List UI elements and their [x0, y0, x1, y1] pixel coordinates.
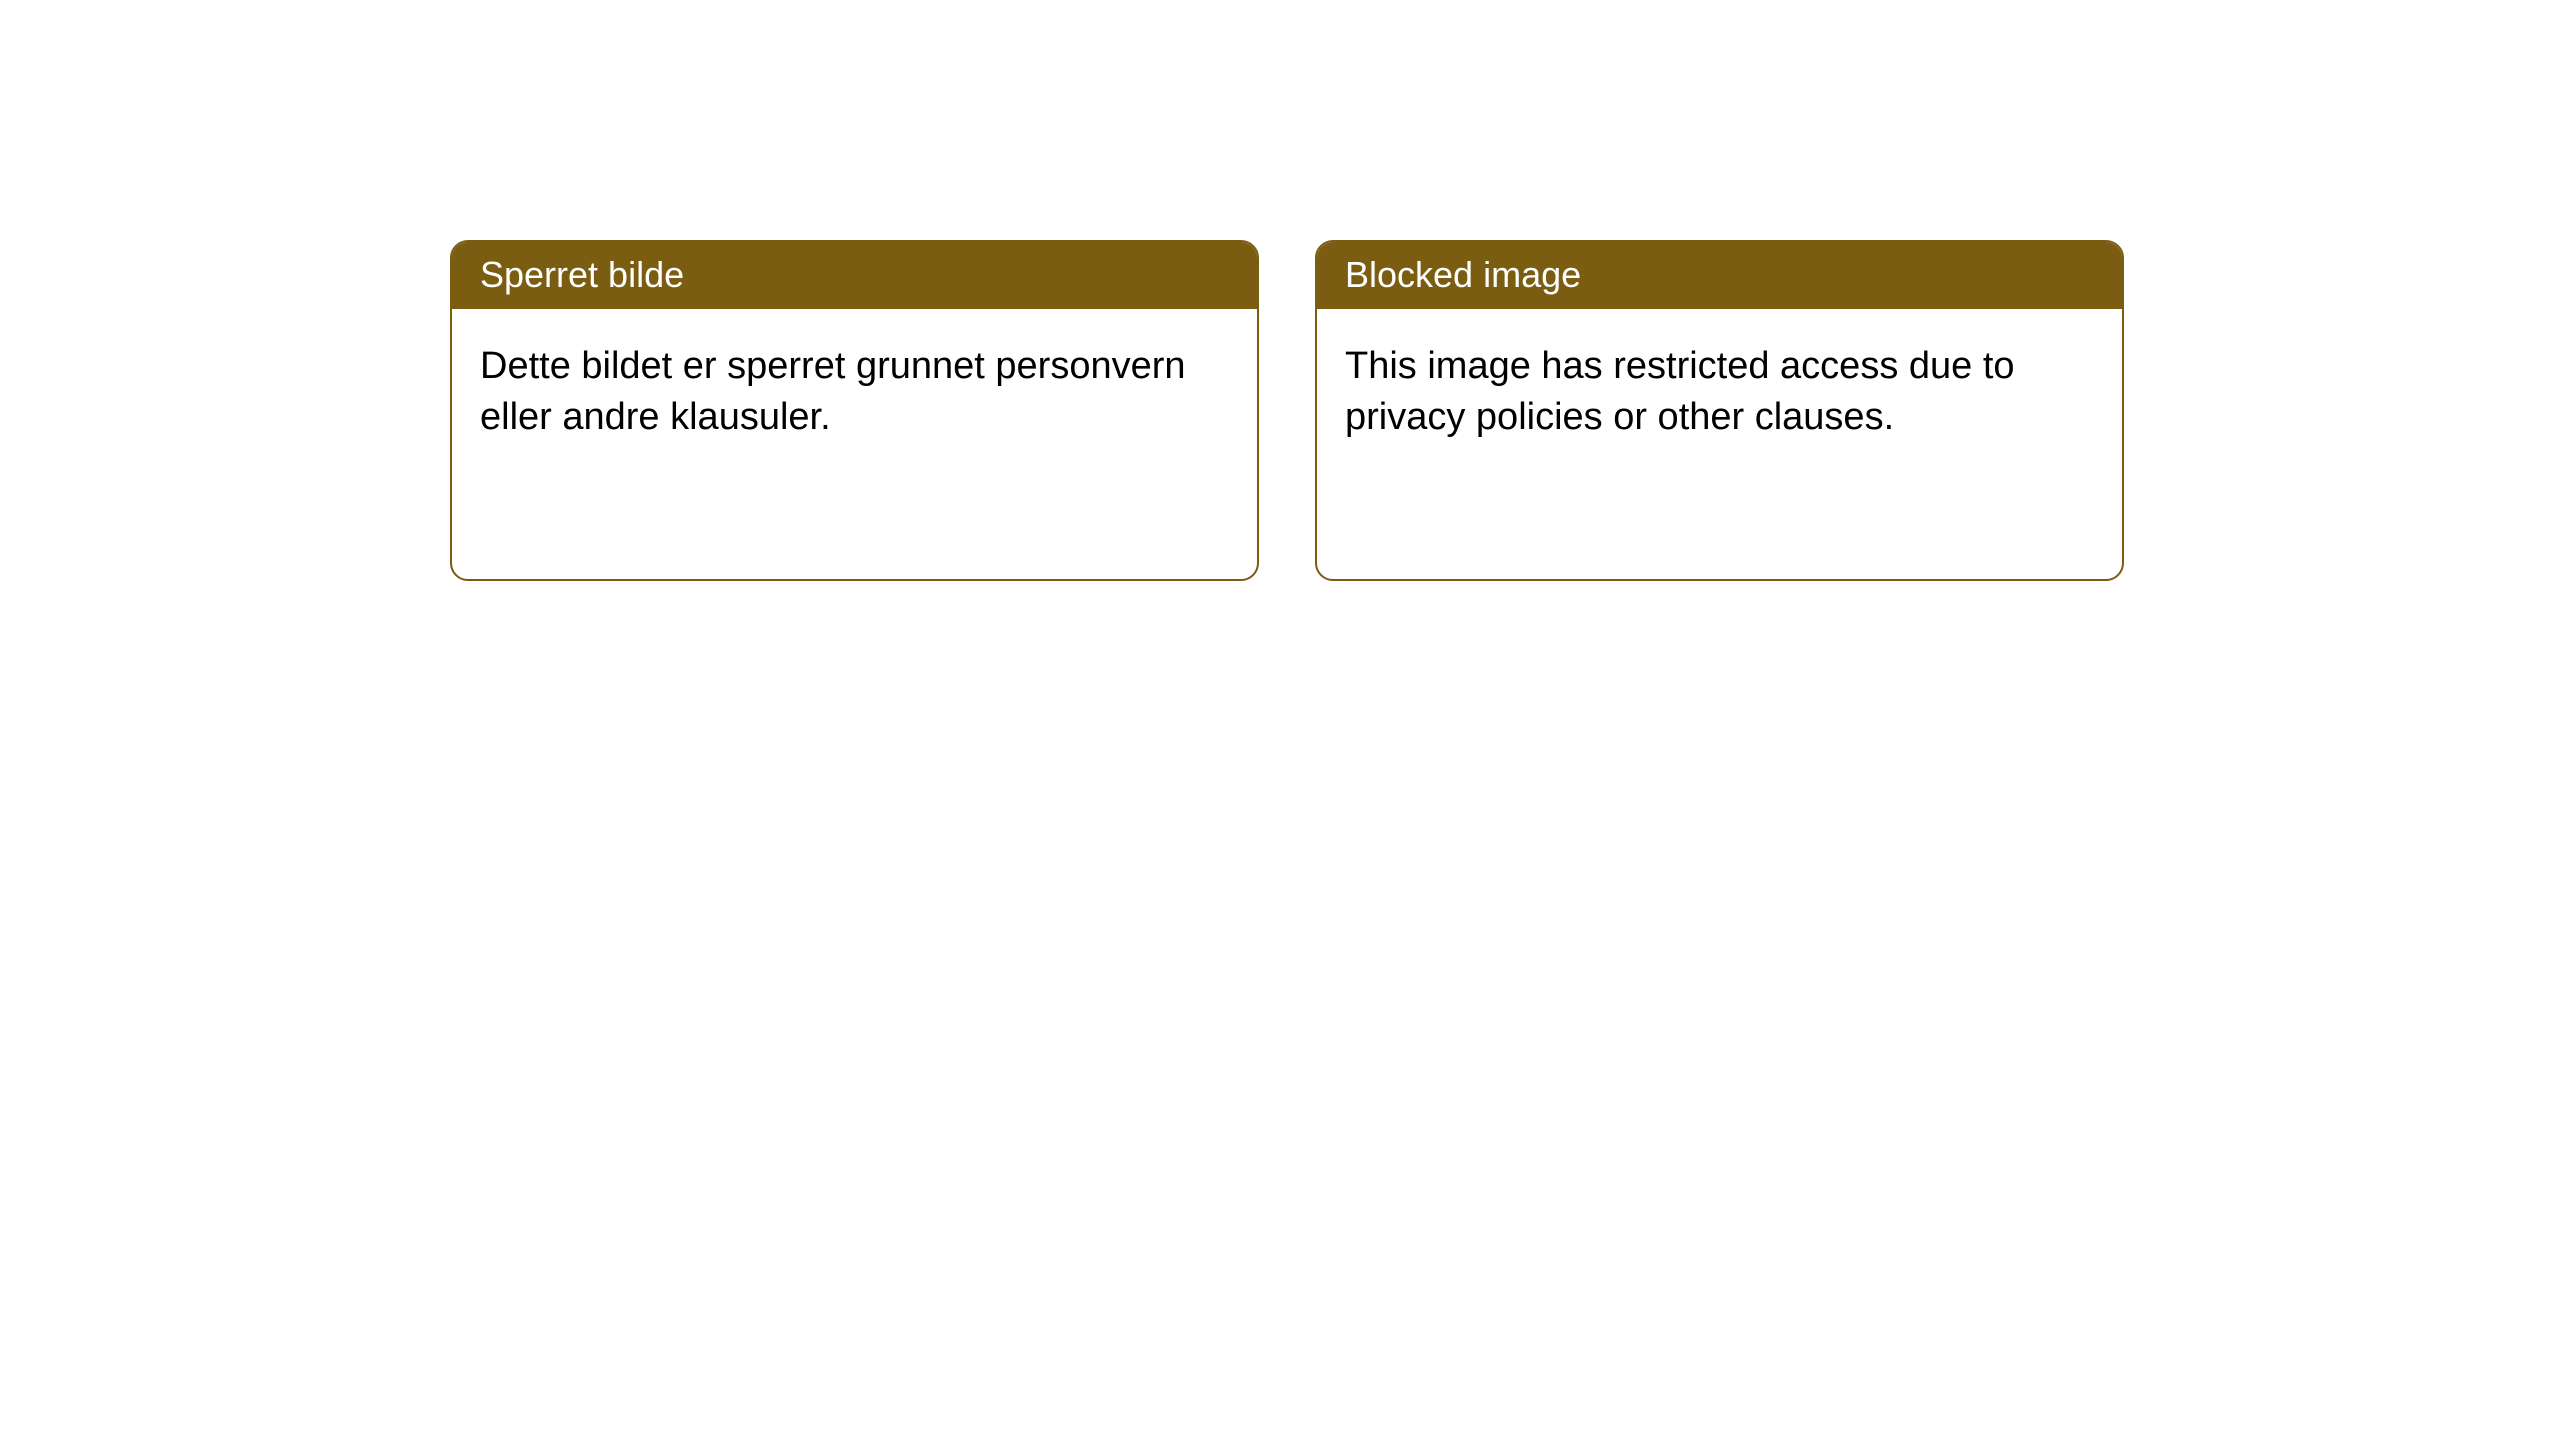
notice-body-norwegian: Dette bildet er sperret grunnet personve… [452, 309, 1257, 579]
notice-header-english: Blocked image [1317, 242, 2122, 309]
notice-body-english: This image has restricted access due to … [1317, 309, 2122, 579]
notice-text-norwegian: Dette bildet er sperret grunnet personve… [480, 345, 1186, 438]
notice-header-norwegian: Sperret bilde [452, 242, 1257, 309]
notice-text-english: This image has restricted access due to … [1345, 345, 2015, 438]
notice-title-norwegian: Sperret bilde [480, 254, 684, 295]
notice-title-english: Blocked image [1345, 254, 1581, 295]
notice-card-english: Blocked image This image has restricted … [1315, 240, 2124, 581]
notice-cards-container: Sperret bilde Dette bildet er sperret gr… [0, 0, 2560, 581]
notice-card-norwegian: Sperret bilde Dette bildet er sperret gr… [450, 240, 1259, 581]
